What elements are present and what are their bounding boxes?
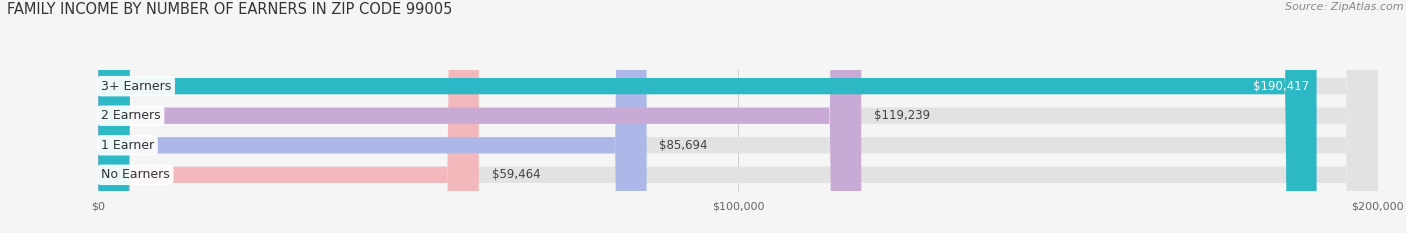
FancyBboxPatch shape	[98, 0, 1378, 233]
FancyBboxPatch shape	[98, 0, 862, 233]
Text: $190,417: $190,417	[1253, 80, 1309, 93]
FancyBboxPatch shape	[98, 0, 479, 233]
Text: 2 Earners: 2 Earners	[101, 109, 160, 122]
FancyBboxPatch shape	[98, 0, 647, 233]
FancyBboxPatch shape	[98, 0, 1378, 233]
Text: No Earners: No Earners	[101, 168, 170, 181]
FancyBboxPatch shape	[98, 0, 1316, 233]
FancyBboxPatch shape	[98, 0, 1378, 233]
Text: Source: ZipAtlas.com: Source: ZipAtlas.com	[1285, 2, 1403, 12]
Text: $119,239: $119,239	[875, 109, 931, 122]
Text: $85,694: $85,694	[659, 139, 709, 152]
Text: 3+ Earners: 3+ Earners	[101, 80, 172, 93]
Text: $59,464: $59,464	[492, 168, 540, 181]
Text: 1 Earner: 1 Earner	[101, 139, 155, 152]
Text: FAMILY INCOME BY NUMBER OF EARNERS IN ZIP CODE 99005: FAMILY INCOME BY NUMBER OF EARNERS IN ZI…	[7, 2, 453, 17]
FancyBboxPatch shape	[98, 0, 1378, 233]
